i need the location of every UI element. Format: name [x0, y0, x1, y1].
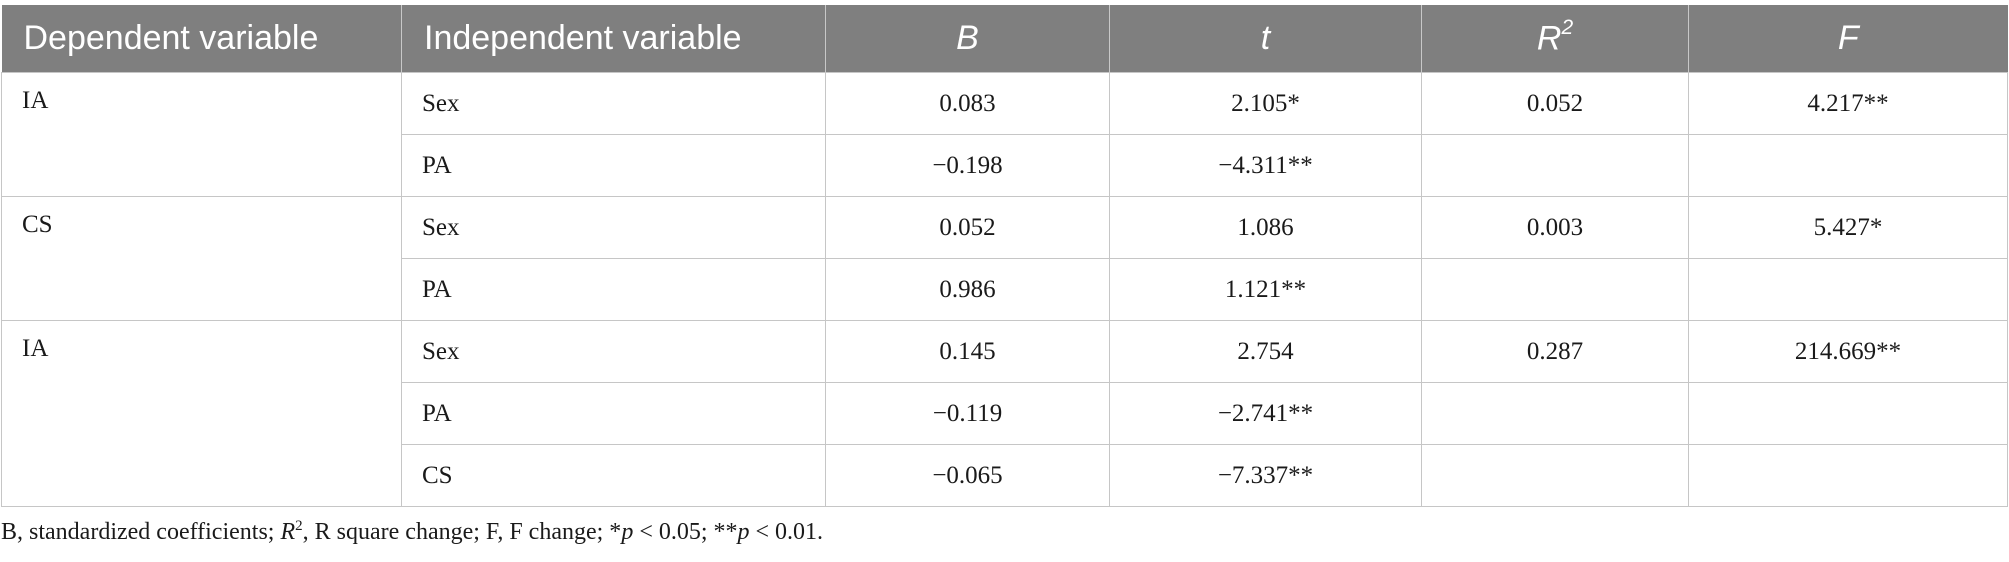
b-cell: −0.198 [825, 134, 1110, 197]
table-row: CS Sex 0.052 1.086 0.003 5.427* [1, 196, 2008, 321]
b-cell: 0.145 [825, 320, 1110, 383]
t-cell: −4.311** [1109, 134, 1422, 197]
footnote-part2: , R square change; F, F change; * [302, 519, 622, 545]
footnote-part4: < 0.01. [749, 519, 824, 545]
r2-cell: 0.287 [1421, 320, 1689, 383]
dependent-cell: IA [1, 72, 402, 197]
header-f: F [1688, 5, 2008, 73]
header-r-base: R [1536, 19, 1562, 58]
footnote-part1: B, standardized coefficients; [1, 519, 281, 545]
f-cell [1688, 382, 2008, 445]
independent-cell: Sex [401, 320, 826, 383]
f-cell: 4.217** [1688, 72, 2008, 135]
header-r-squared: R2 [1421, 5, 1689, 73]
b-cell: −0.065 [825, 444, 1110, 507]
header-b: B [825, 5, 1110, 73]
dependent-cell: IA [1, 320, 402, 507]
r2-cell: 0.003 [1421, 196, 1689, 259]
footnote-part3: < 0.05; ** [633, 519, 738, 545]
b-cell: 0.986 [825, 258, 1110, 321]
independent-cell: PA [401, 382, 826, 445]
footnote-p-symbol: p [737, 519, 750, 545]
footnote-r-superscript: 2 [295, 518, 303, 534]
f-cell: 5.427* [1688, 196, 2008, 259]
r2-cell: 0.052 [1421, 72, 1689, 135]
independent-cell: CS [401, 444, 826, 507]
f-cell [1688, 258, 2008, 321]
independent-cell: Sex [401, 72, 826, 135]
table-row: PA −0.119 −2.741** [2, 382, 2008, 445]
f-cell: 214.669** [1688, 320, 2008, 383]
f-cell [1688, 134, 2008, 197]
r2-cell [1421, 382, 1689, 445]
t-cell: −2.741** [1109, 382, 1422, 445]
header-t: t [1109, 5, 1422, 73]
regression-table: Dependent variable Independent variable … [1, 5, 2008, 507]
independent-cell: PA [401, 258, 826, 321]
header-independent-variable: Independent variable [401, 5, 826, 73]
independent-cell: Sex [401, 196, 826, 259]
header-row: Dependent variable Independent variable … [1, 5, 2008, 73]
regression-table-container: Dependent variable Independent variable … [1, 5, 2008, 507]
dependent-cell: CS [1, 196, 402, 321]
t-cell: 2.754 [1109, 320, 1422, 383]
table-row: IA Sex 0.145 2.754 0.287 214.669** [1, 320, 2008, 507]
table-footnote: B, standardized coefficients; R2, R squa… [1, 518, 823, 546]
r2-cell [1421, 444, 1689, 507]
t-cell: 1.086 [1109, 196, 1422, 259]
f-cell [1688, 444, 2008, 507]
footnote-p-symbol: p [621, 519, 634, 545]
r2-cell [1421, 258, 1689, 321]
table-row: IA Sex 0.083 2.105* 0.052 4.217** [1, 72, 2008, 197]
t-cell: 1.121** [1109, 258, 1422, 321]
table-row: CS −0.065 −7.337** [2, 444, 2008, 507]
b-cell: 0.052 [825, 196, 1110, 259]
t-cell: −7.337** [1109, 444, 1422, 507]
b-cell: 0.083 [825, 72, 1110, 135]
independent-cell: PA [401, 134, 826, 197]
r2-cell [1421, 134, 1689, 197]
t-cell: 2.105* [1109, 72, 1422, 135]
b-cell: −0.119 [825, 382, 1110, 445]
footnote-r-base: R [280, 519, 296, 545]
header-dependent-variable: Dependent variable [1, 5, 402, 73]
header-r-superscript: 2 [1561, 15, 1574, 39]
